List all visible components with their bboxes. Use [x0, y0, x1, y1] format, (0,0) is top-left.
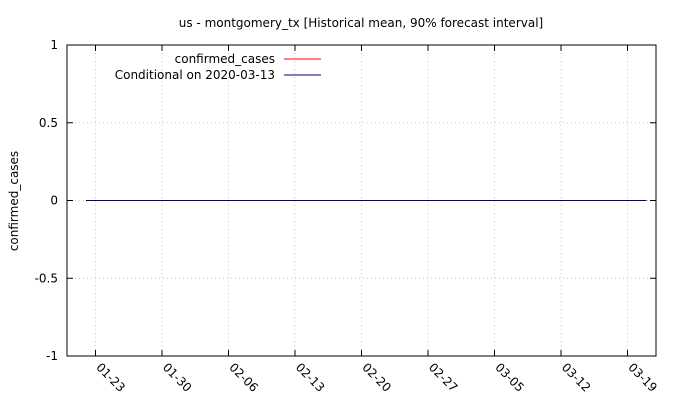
chart-title: us - montgomery_tx [Historical mean, 90%… [179, 16, 543, 30]
x-tick-label: 02-06 [226, 360, 261, 395]
x-tick-label: 03-19 [625, 360, 660, 395]
x-tick-label: 01-30 [160, 360, 195, 395]
ticks: 1 0.5 0 -0.5 -1 01-23 01-30 02-06 02-13 02-20 02-2… [35, 38, 660, 395]
y-tick-label: -0.5 [35, 271, 58, 285]
y-axis-label: confirmed_cases [7, 151, 21, 251]
y-tick-label: -1 [46, 349, 58, 363]
x-tick-label: 03-05 [492, 360, 527, 395]
legend: confirmed_cases Conditional on 2020-03-13 [115, 52, 321, 82]
y-tick-label: 0 [50, 194, 58, 208]
legend-label: Conditional on 2020-03-13 [115, 68, 275, 82]
x-tick-label: 02-20 [359, 360, 394, 395]
x-tick-label: 02-27 [426, 360, 461, 395]
x-tick-label: 01-23 [93, 360, 128, 395]
x-tick-label: 03-12 [559, 360, 594, 395]
y-tick-label: 0.5 [39, 116, 58, 130]
y-tick-label: 1 [50, 38, 58, 52]
legend-label: confirmed_cases [175, 52, 275, 66]
x-tick-label: 02-13 [293, 360, 328, 395]
